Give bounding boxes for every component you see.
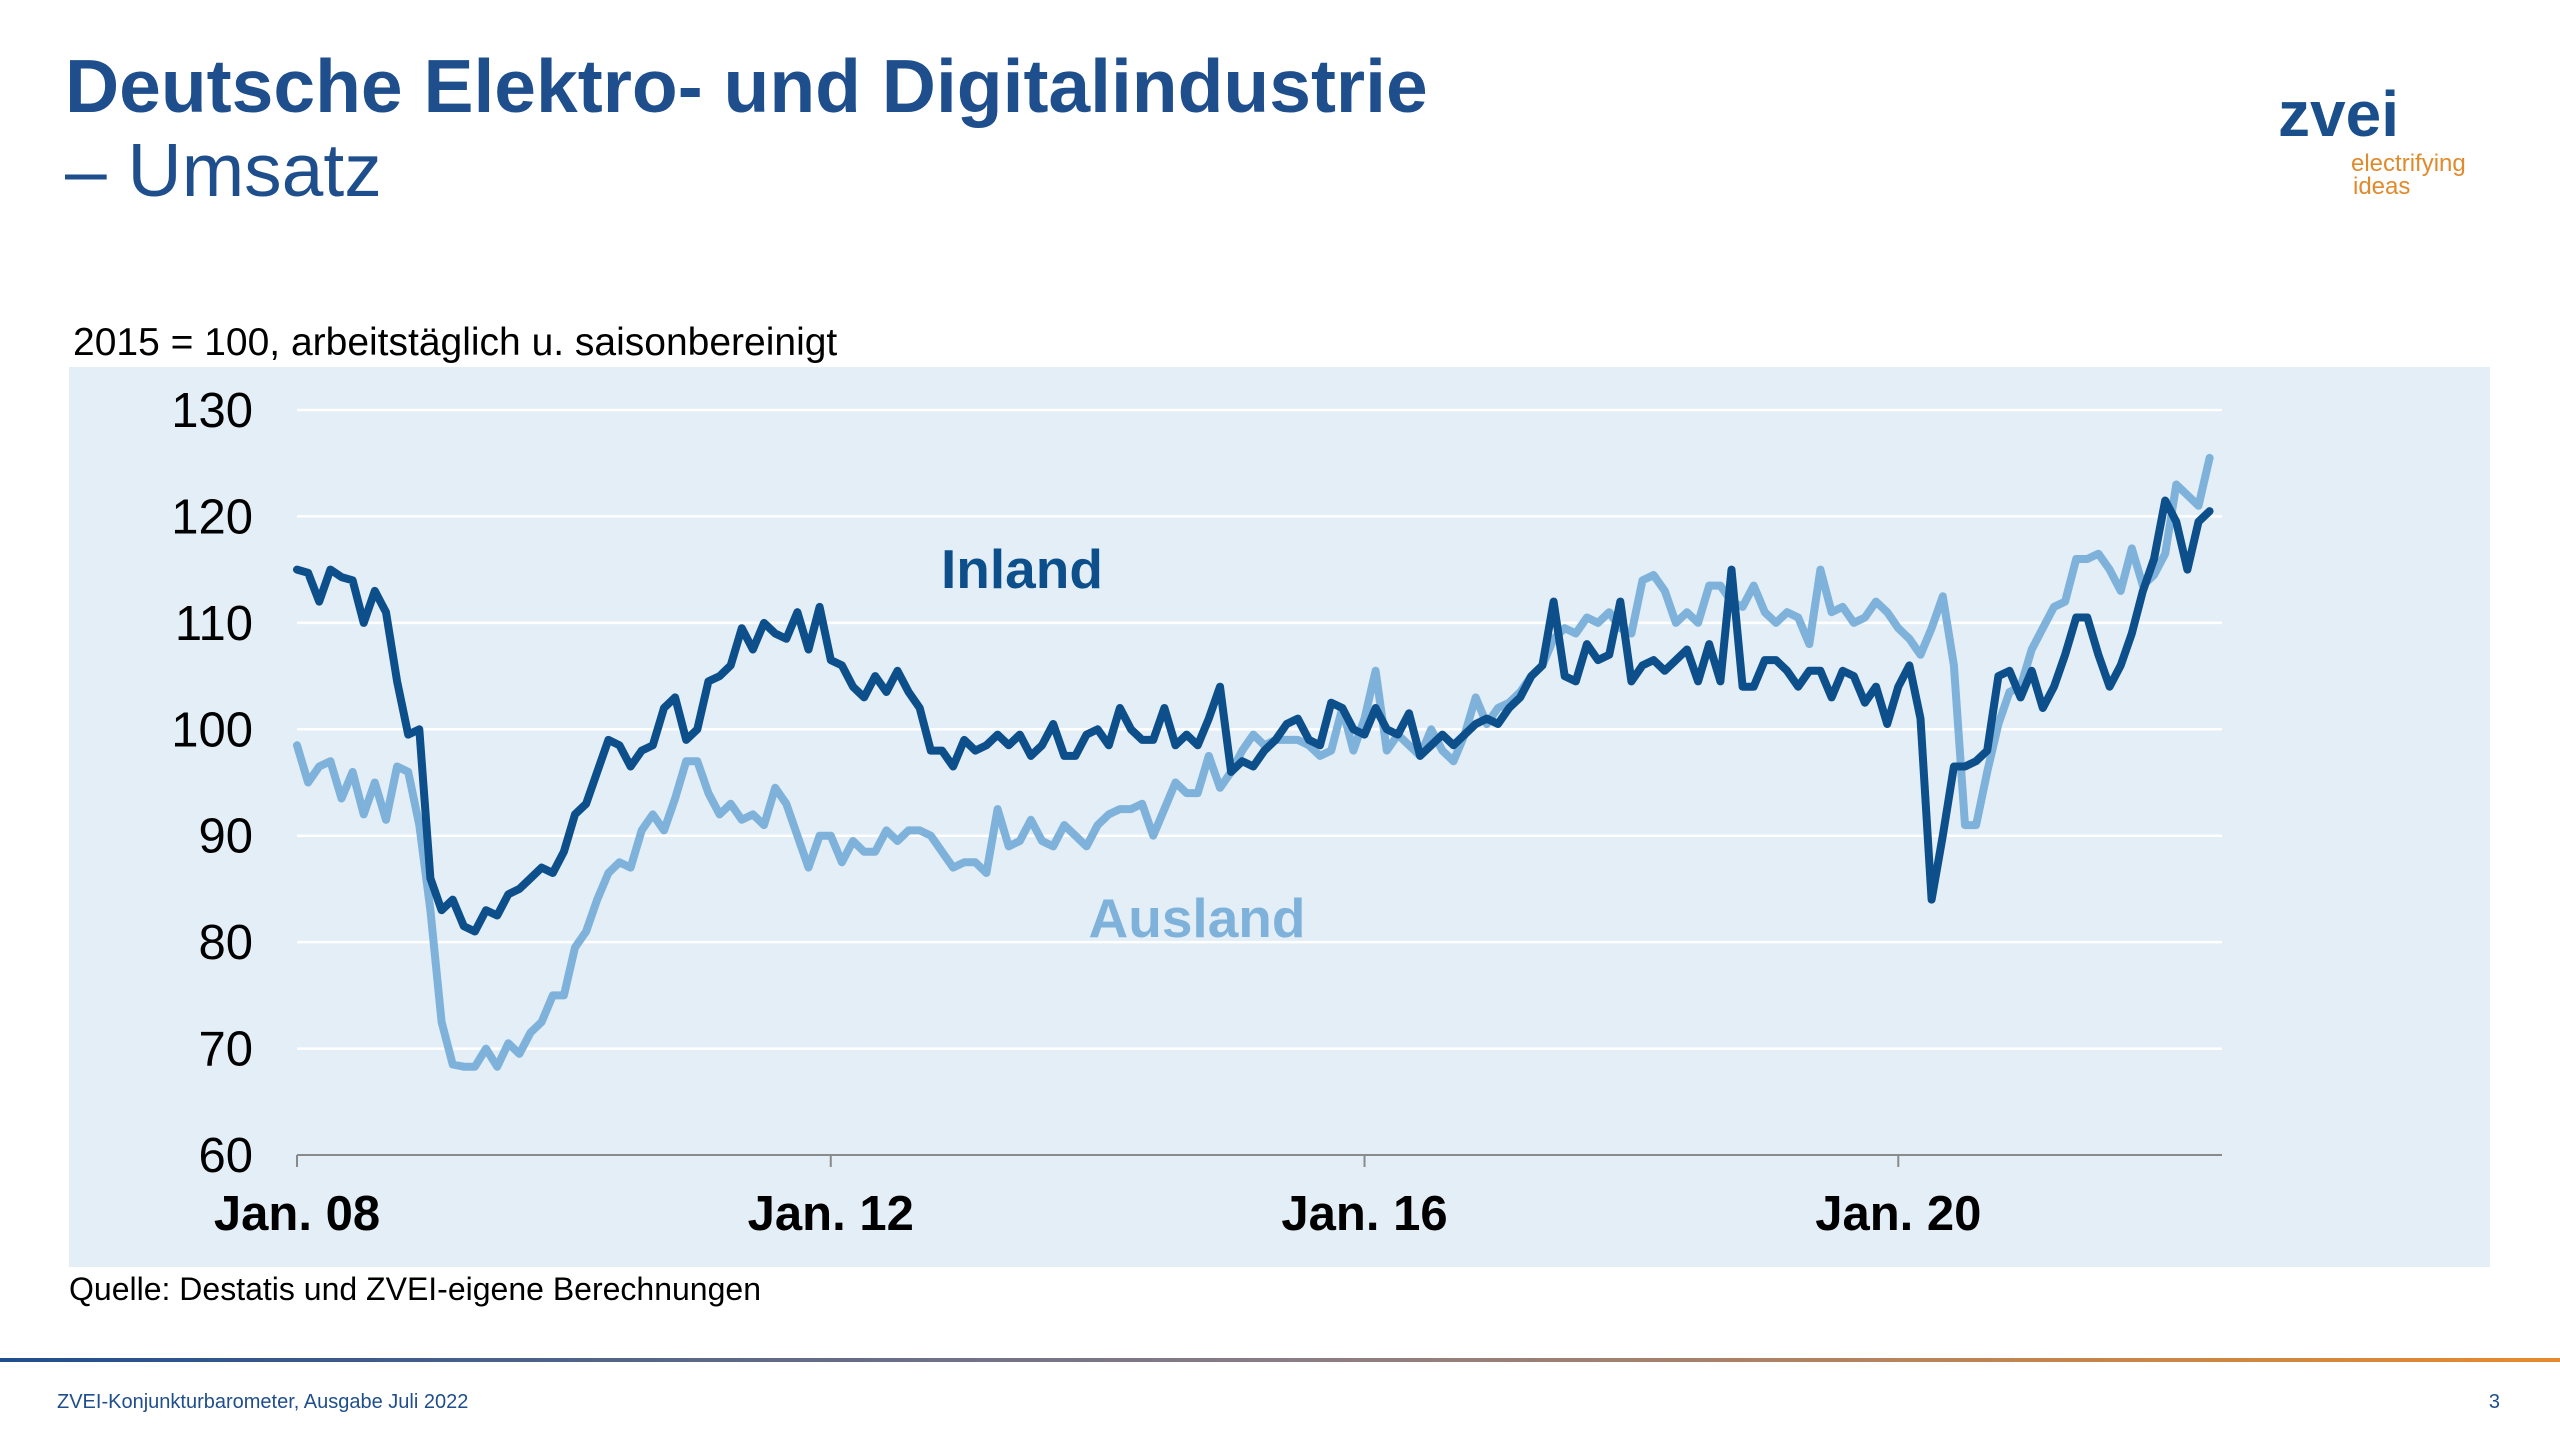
y-tick-label: 130: [171, 384, 253, 438]
logo-name: zvei: [2278, 78, 2399, 150]
y-tick-label: 90: [198, 810, 253, 864]
y-tick-label: 70: [198, 1023, 253, 1077]
y-tick-label: 60: [198, 1129, 253, 1183]
series-line: [293, 496, 2214, 936]
footer-text: ZVEI-Konjunkturbarometer, Ausgabe Juli 2…: [57, 1391, 468, 1413]
plot-panel: [69, 367, 2490, 1267]
y-tick-label: 80: [198, 916, 253, 970]
footer-rule: [0, 1358, 2560, 1362]
chart-source: Quelle: Destatis und ZVEI-eigene Berechn…: [69, 1271, 761, 1307]
logo-tagline: electrifying: [2351, 150, 2466, 177]
plot: 60 70 80 90 100 110 120 130 Jan. 08 Jan. 12 Jan. 1…: [171, 384, 2222, 1241]
x-tick-label: Jan. 08: [214, 1187, 380, 1241]
y-tick-label: 110: [175, 597, 253, 651]
page-number: 3: [2489, 1391, 2500, 1413]
series-label: Ausland: [1089, 887, 1306, 949]
x-tick-label: Jan. 20: [1815, 1187, 1981, 1241]
series-line: [293, 453, 2214, 1071]
slide-title: Deutsche Elektro- und Digitalindustrie: [65, 44, 1428, 128]
series-label: Inland: [941, 538, 1103, 600]
x-tick-label: Jan. 12: [748, 1187, 914, 1241]
logo-tagline: ideas: [2353, 173, 2410, 200]
y-tick-label: 120: [171, 490, 253, 544]
chart-note: 2015 = 100, arbeitstäglich u. saisonbere…: [73, 321, 837, 364]
x-tick-label: Jan. 16: [1281, 1187, 1447, 1241]
y-tick-label: 100: [171, 703, 253, 757]
slide-subtitle: – Umsatz: [65, 128, 382, 212]
